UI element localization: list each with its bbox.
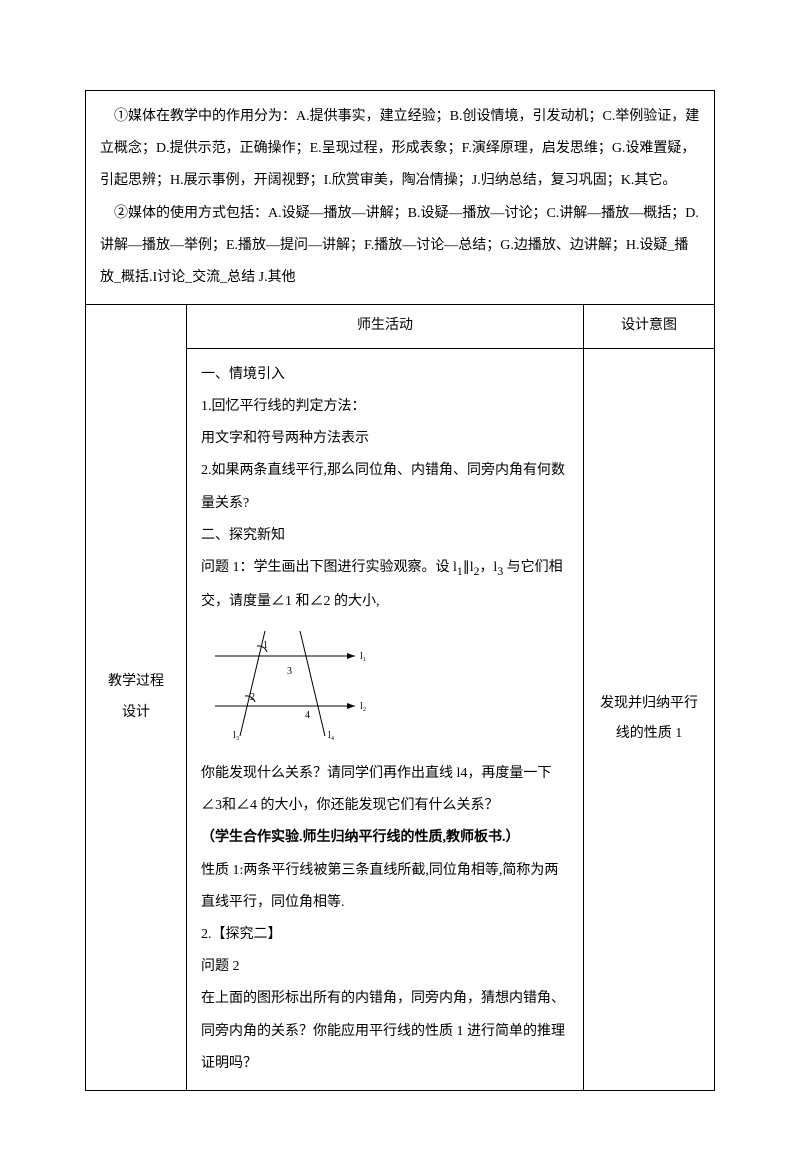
media-notes-cell: ①媒体在教学中的作用分为：A.提供事实，建立经验；B.创设情境，引发动机；C.举…: [86, 91, 715, 305]
svg-text:4: 4: [305, 710, 310, 721]
svg-text:2: 2: [250, 692, 255, 703]
recall-method-line: 1.回忆平行线的判定方法：: [201, 391, 569, 423]
svg-text:l₄: l₄: [328, 730, 335, 741]
explore-2-heading: 2.【探究二】: [201, 919, 569, 951]
lesson-plan-table: ①媒体在教学中的作用分为：A.提供事实，建立经验；B.创设情境，引发动机；C.举…: [85, 90, 715, 1091]
problem-2-text: 在上面的图形标出所有的内错角，同旁内角，猜想内错角、同旁内角的关系？你能应用平行…: [201, 983, 569, 1080]
experiment-summary-line: （学生合作实验.师生归纳平行线的性质,教师板书.）: [201, 822, 569, 854]
svg-text:1: 1: [263, 640, 268, 651]
svg-text:3: 3: [287, 666, 292, 677]
teaching-process-label: 教学过程设计: [96, 667, 176, 729]
media-usage-text: ②媒体的使用方式包括：A.设疑—播放—讲解；B.设疑—播放—讨论；C.讲解—播放…: [100, 198, 700, 295]
relation-question-line: 2.如果两条直线平行,那么同位角、内错角、同旁内角有何数量关系?: [201, 455, 569, 519]
activity-content-cell: 一、情境引入 1.回忆平行线的判定方法： 用文字和符号两种方法表示 2.如果两条…: [187, 348, 584, 1090]
intent-text: 发现并归纳平行线的性质 1: [594, 689, 704, 751]
section-intro-heading: 一、情境引入: [201, 359, 569, 391]
text-symbol-line: 用文字和符号两种方法表示: [201, 423, 569, 455]
explore-heading: 二、探究新知: [201, 520, 569, 552]
parallel-lines-diagram: l₁ l₂ l₃ l₄ 1 2 3 4: [205, 626, 569, 754]
svg-text:l₁: l₁: [360, 651, 366, 662]
media-role-text: ①媒体在教学中的作用分为：A.提供事实，建立经验；B.创设情境，引发动机；C.举…: [100, 101, 700, 198]
observation-question-line: 你能发现什么关系？请同学们再作出直线 l4，再度量一下∠3和∠4 的大小，你还能…: [201, 758, 569, 822]
activity-header: 师生活动: [187, 305, 584, 349]
left-label-cell: 教学过程设计: [86, 305, 187, 1091]
problem-2-heading: 问题 2: [201, 951, 569, 983]
property-1-line: 性质 1:两条平行线被第三条直线所截,同位角相等,简称为两直线平行，同位角相等.: [201, 855, 569, 919]
intent-content-cell: 发现并归纳平行线的性质 1: [584, 348, 715, 1090]
svg-text:l₂: l₂: [360, 701, 366, 712]
intent-header: 设计意图: [584, 305, 715, 349]
svg-text:l₃: l₃: [233, 730, 239, 741]
problem-1-line: 问题 1：学生画出下图进行实验观察。设 l1∥l2，l3 与它们相交，请度量∠1…: [201, 552, 569, 618]
